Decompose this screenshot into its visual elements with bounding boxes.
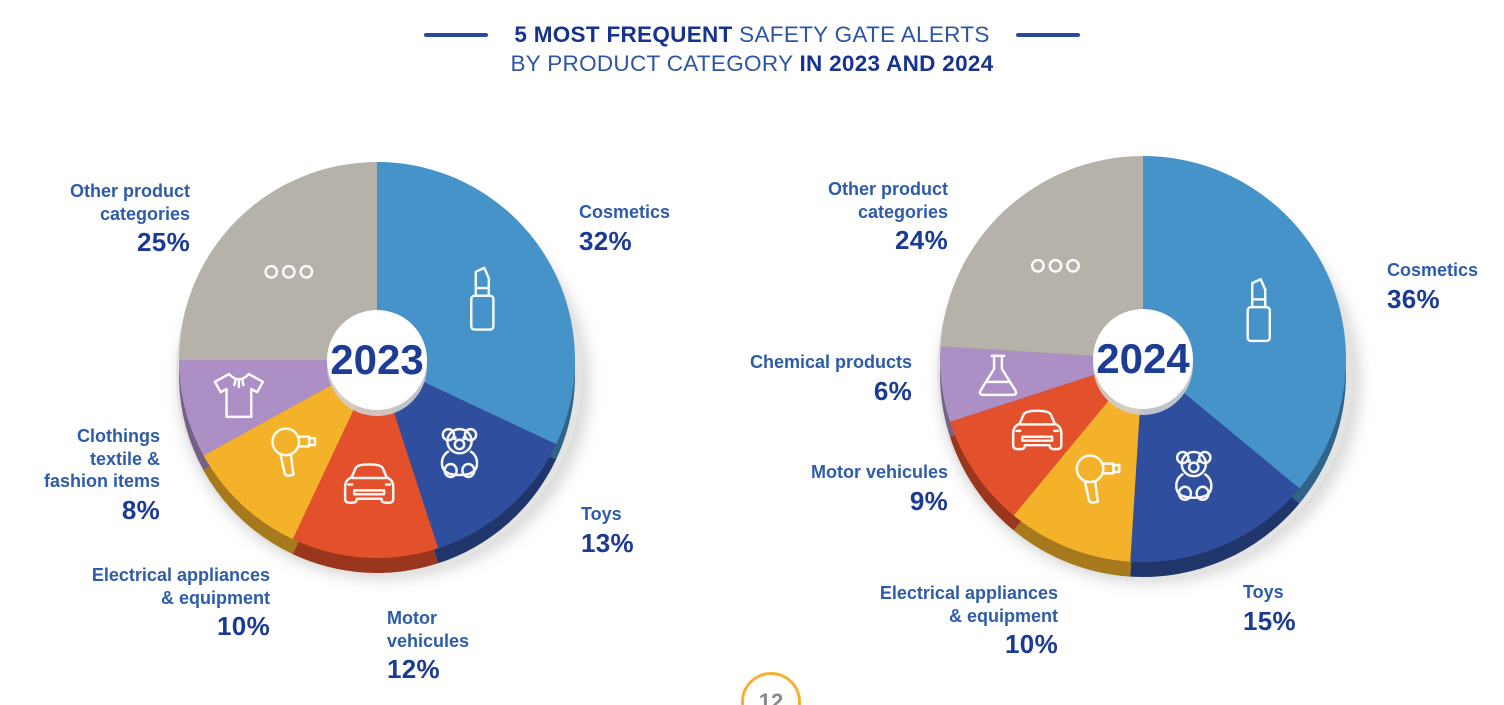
pie-chart-2024: 2024 — [937, 156, 1361, 584]
label-2023-motor-vehicules: Motor vehicules 12% — [387, 607, 469, 685]
slice-2024-toys — [1130, 359, 1300, 562]
slice-2024-other-product-categories — [940, 156, 1143, 359]
page-number-badge: 12 — [741, 672, 801, 705]
category-percent: 24% — [895, 225, 948, 255]
label-2023-cosmetics: Cosmetics 32% — [579, 201, 670, 257]
title-right-dash-icon — [1015, 33, 1080, 37]
label-2024-chemical-products: Chemical products 6% — [730, 351, 912, 407]
pie-chart-2023: 2023 — [176, 162, 590, 580]
category-name: Motor vehicules — [387, 608, 470, 651]
category-name: Other product categories — [70, 181, 190, 224]
chart-title: 5 MOST FREQUENT SAFETY GATE ALERTS BY PR… — [0, 22, 1504, 77]
category-percent: 25% — [137, 227, 190, 257]
category-name: Clothings textile & fashion items — [43, 426, 160, 491]
year-badge-2023 — [327, 310, 427, 410]
category-percent: 32% — [579, 225, 632, 256]
chart-title-line2: BY PRODUCT CATEGORY IN 2023 AND 2024 — [0, 51, 1504, 77]
category-name: Electrical appliances & equipment — [91, 565, 270, 608]
car-icon — [343, 463, 395, 504]
title-bold-part: 5 MOST FREQUENT — [514, 22, 733, 47]
hair-dryer-icon — [1075, 454, 1121, 504]
lipstick-icon — [470, 266, 495, 331]
title-regular-part: SAFETY GATE ALERTS — [739, 22, 990, 47]
category-percent: 6% — [873, 375, 912, 406]
label-2023-other-product-categories: Other product categories 25% — [25, 180, 190, 258]
category-percent: 15% — [1243, 605, 1296, 636]
label-2024-cosmetics: Cosmetics 36% — [1387, 259, 1478, 315]
slice-2024-electrical-appliances-equipment — [1013, 359, 1143, 562]
slice-2024-cosmetics — [1143, 156, 1346, 489]
slice-2023-toys — [377, 360, 557, 549]
category-name: Other product categories — [828, 179, 948, 222]
category-name: Cosmetics — [579, 202, 671, 222]
year-label: 2024 — [1096, 335, 1190, 382]
year-badge-2024 — [1093, 309, 1193, 409]
lipstick-icon — [1246, 277, 1272, 343]
title-left-dash-icon — [424, 33, 489, 37]
label-2023-electrical-appliances: Electrical appliances & equipment 10% — [38, 564, 270, 642]
chart-title-line1: 5 MOST FREQUENT SAFETY GATE ALERTS — [0, 22, 1504, 48]
car-icon — [1011, 409, 1063, 451]
category-percent: 36% — [1387, 283, 1440, 314]
flask-icon — [978, 354, 1018, 397]
category-percent: 9% — [909, 485, 948, 516]
category-name: Electrical appliances & equipment — [879, 583, 1058, 626]
category-name: Motor vehicules — [810, 462, 948, 482]
slice-2024-chemical-products — [940, 346, 1143, 422]
category-name: Toys — [581, 504, 622, 524]
category-percent: 10% — [1005, 629, 1058, 659]
slice-2023-clothings-textile-fashion-items — [179, 360, 377, 456]
label-2024-other-product-categories: Other product categories 24% — [788, 178, 948, 256]
t-shirt-icon — [213, 372, 265, 419]
category-percent: 8% — [121, 494, 160, 525]
category-percent: 12% — [387, 654, 440, 684]
category-name: Chemical products — [749, 352, 912, 372]
title-line2-bold-part: IN 2023 AND 2024 — [799, 51, 994, 76]
teddy-bear-icon — [1175, 450, 1213, 502]
ellipsis-icon — [264, 264, 314, 279]
teddy-bear-icon — [440, 427, 479, 479]
label-2023-toys: Toys 13% — [581, 503, 634, 559]
category-percent: 13% — [581, 527, 634, 558]
label-2023-clothings-textile: Clothings textile & fashion items 8% — [20, 425, 160, 526]
label-2024-electrical-appliances: Electrical appliances & equipment 10% — [848, 582, 1058, 660]
title-line2-regular-part: BY PRODUCT CATEGORY — [510, 51, 793, 76]
category-name: Cosmetics — [1387, 260, 1479, 280]
slice-2023-cosmetics — [377, 162, 575, 445]
hair-dryer-icon — [271, 427, 317, 477]
category-percent: 10% — [217, 611, 270, 641]
slice-2023-other-product-categories — [179, 162, 377, 360]
ellipsis-icon — [1030, 258, 1080, 273]
slice-2023-motor-vehicules — [292, 360, 439, 558]
slice-2023-electrical-appliances-equipment — [203, 360, 377, 540]
label-2024-motor-vehicules: Motor vehicules 9% — [778, 461, 948, 517]
year-label: 2023 — [330, 336, 423, 383]
label-2024-toys: Toys 15% — [1243, 581, 1296, 637]
category-name: Toys — [1243, 582, 1284, 602]
